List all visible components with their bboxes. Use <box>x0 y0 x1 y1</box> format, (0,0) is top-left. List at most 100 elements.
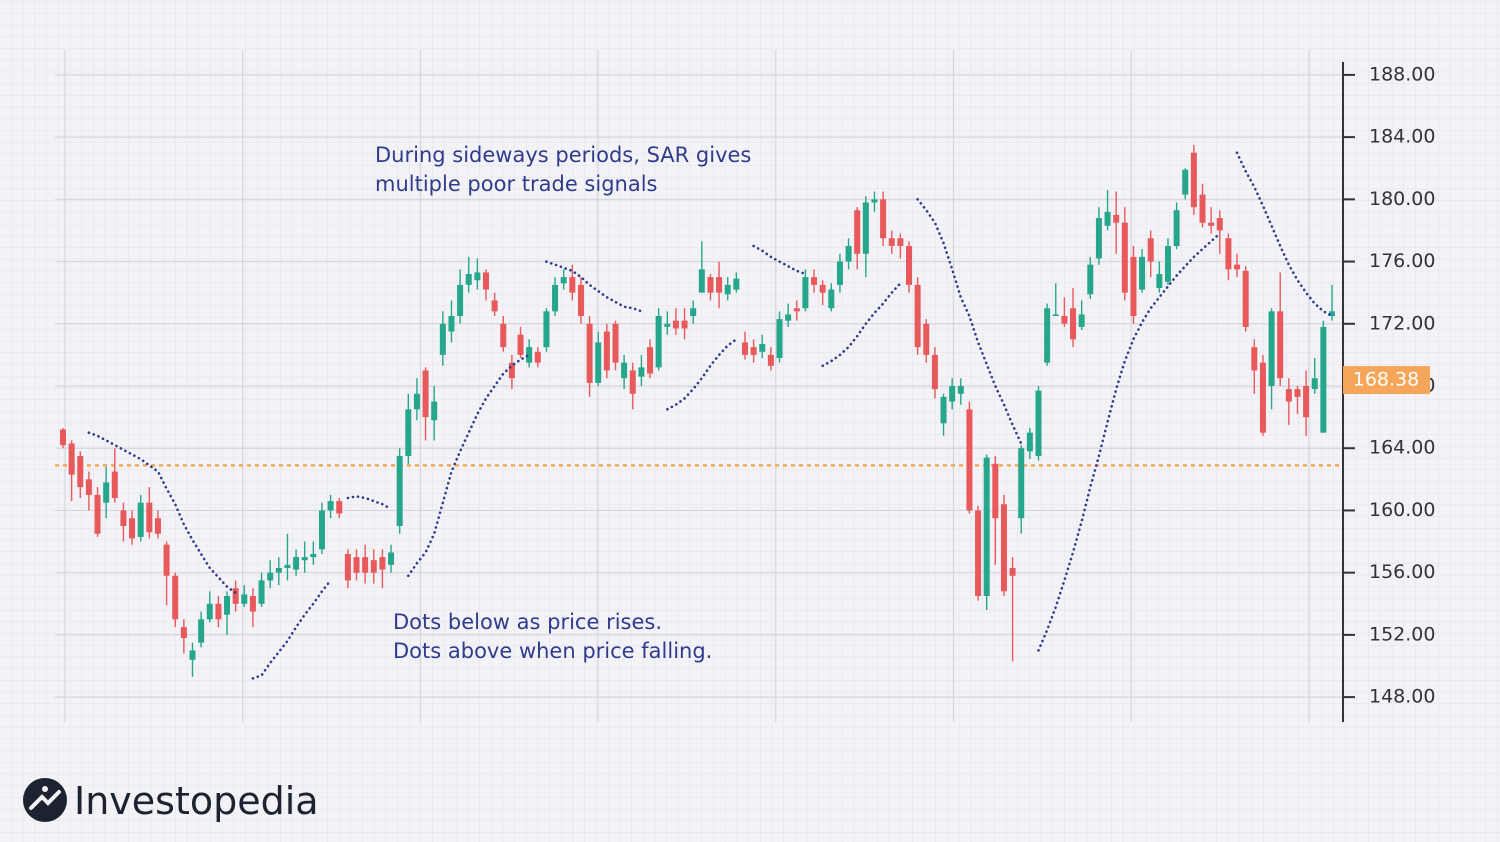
candle-body <box>154 518 161 534</box>
candle-body <box>120 510 127 526</box>
candle-body <box>707 277 714 293</box>
candle-body <box>1173 210 1180 246</box>
candle-body <box>353 557 360 573</box>
candle-body <box>422 370 429 418</box>
candle-body <box>517 334 524 355</box>
candle-body <box>940 396 947 424</box>
candle-body <box>1208 222 1215 226</box>
candle-body <box>1070 308 1077 340</box>
y-tick-label: 160.00 <box>1369 499 1435 521</box>
candle-body <box>767 354 774 366</box>
candle-body <box>1044 308 1051 363</box>
candle-body <box>1285 389 1292 402</box>
candle-body <box>793 308 800 312</box>
candle-body <box>206 603 213 620</box>
candle-body <box>1182 169 1189 195</box>
annotation: During sideways periods, SAR gives <box>375 143 751 167</box>
candle-body <box>1078 314 1085 327</box>
candle-body <box>802 277 809 309</box>
candle-body <box>828 289 835 309</box>
candle-body <box>405 409 412 456</box>
candle-body <box>672 320 679 329</box>
candle-body <box>1216 218 1223 231</box>
candle-body <box>1311 378 1318 390</box>
candle-body <box>552 284 559 312</box>
y-tick-label: 176.00 <box>1369 250 1435 272</box>
candle-body <box>862 202 869 254</box>
candle-body <box>77 456 84 488</box>
annotation: multiple poor trade signals <box>375 172 658 196</box>
y-tick-label: 156.00 <box>1369 561 1435 583</box>
candle-body <box>85 479 92 495</box>
candle-body <box>1147 238 1154 262</box>
y-tick-label: 164.00 <box>1369 437 1435 459</box>
candle-body <box>595 342 602 383</box>
candle-body <box>362 557 369 573</box>
candle-body <box>1156 274 1163 288</box>
last-price-tag <box>1343 366 1430 395</box>
y-tick-label: 184.00 <box>1369 126 1435 148</box>
candle-body <box>776 319 783 358</box>
candle-body <box>612 323 619 363</box>
y-tick-label: 180.00 <box>1369 188 1435 210</box>
annotation: Dots above when price falling. <box>393 639 712 663</box>
candle-body <box>733 278 740 290</box>
candle-body <box>819 284 826 293</box>
candle-body <box>388 552 395 565</box>
candle-body <box>1268 311 1275 386</box>
candle-body <box>1277 311 1284 379</box>
candle-body <box>500 323 507 348</box>
candle-body <box>1190 152 1197 208</box>
candle-body <box>957 386 964 394</box>
candle-body <box>284 564 291 568</box>
candle-body <box>370 560 377 573</box>
brand-name: Investopedia <box>74 779 319 823</box>
candle-body <box>785 314 792 321</box>
candle-body <box>871 199 878 203</box>
candle-body <box>975 510 982 596</box>
candle-body <box>716 277 723 293</box>
candle-body <box>888 238 895 246</box>
sar-line <box>1235 151 1334 318</box>
candle-body <box>811 277 818 285</box>
sar-line <box>752 244 807 276</box>
candle-body <box>103 482 110 503</box>
candle-body <box>577 284 584 316</box>
candle-body <box>172 575 179 620</box>
candle-body <box>310 554 317 558</box>
candle-body <box>629 370 636 394</box>
candle-body <box>336 501 343 514</box>
candle-body <box>344 554 351 581</box>
candle-body <box>906 246 912 285</box>
brand-logo: Investopedia <box>23 778 319 823</box>
candle-body <box>267 572 274 581</box>
logo-mark <box>29 790 61 810</box>
candle-body <box>724 284 731 295</box>
candle-body <box>1009 568 1016 576</box>
candle-body <box>232 588 239 604</box>
candle-body <box>759 344 766 352</box>
candle-body <box>992 463 999 519</box>
candle-body <box>949 386 956 402</box>
candle-body <box>111 471 118 498</box>
candle-body <box>1113 214 1120 223</box>
y-tick-label: 172.00 <box>1369 312 1435 334</box>
candle-body <box>1225 238 1232 270</box>
candle-body <box>94 494 101 534</box>
candle-body <box>457 284 464 316</box>
candle-body <box>1000 504 1007 592</box>
candle-body <box>189 650 196 660</box>
candle-body <box>1294 389 1301 397</box>
candle-body <box>163 544 170 576</box>
candle-body <box>741 342 748 355</box>
candle-body <box>1087 264 1094 295</box>
candle-body <box>923 323 930 355</box>
candle-body <box>931 354 938 390</box>
candle-body <box>318 510 325 550</box>
candle-body <box>1320 326 1327 433</box>
candle-body <box>1104 211 1111 226</box>
candle-body <box>638 367 645 377</box>
candle-body <box>1164 246 1171 282</box>
candle-body <box>526 347 533 363</box>
